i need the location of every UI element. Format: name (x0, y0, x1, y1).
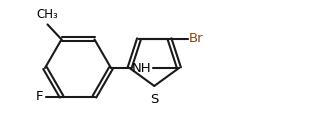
Text: Br: Br (188, 32, 203, 45)
Text: CH₃: CH₃ (37, 8, 58, 21)
Text: F: F (36, 90, 44, 103)
Text: S: S (150, 93, 158, 106)
Text: NH: NH (132, 62, 151, 75)
